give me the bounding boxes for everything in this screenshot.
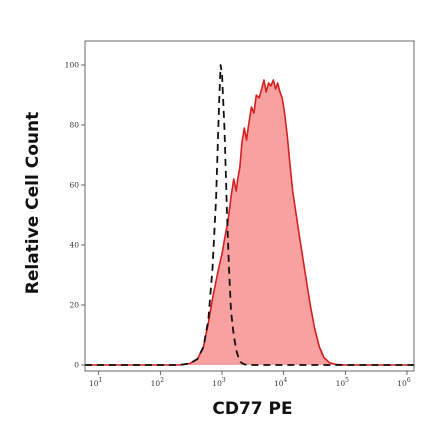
x-tick-label: 104 [274, 377, 288, 388]
y-tick-label: 0 [74, 361, 79, 370]
isotype-control-histogram [85, 64, 414, 366]
x-axis-title: CD77 PE [212, 399, 292, 419]
y-tick-label: 40 [69, 241, 79, 250]
x-tick-label: 101 [89, 377, 102, 388]
y-tick-label: 100 [65, 61, 80, 70]
y-axis-title: Relative Cell Count [23, 112, 43, 294]
x-tick-label: 106 [397, 377, 411, 388]
cd77-stained-histogram-fill [85, 80, 414, 365]
y-tick-label: 60 [69, 181, 79, 190]
cd77-stained-histogram-outline [85, 79, 414, 366]
x-tick-label: 105 [336, 377, 350, 388]
x-axis: 101 102 103 104 105 106 [89, 371, 411, 388]
x-tick-label: 102 [151, 377, 165, 388]
plot-area [85, 64, 414, 366]
y-tick-label: 80 [69, 121, 79, 130]
y-tick-label: 20 [69, 301, 79, 310]
y-axis: 0 20 40 60 80 100 [65, 61, 85, 370]
plot-frame [84, 40, 415, 372]
x-tick-label: 103 [212, 377, 226, 388]
